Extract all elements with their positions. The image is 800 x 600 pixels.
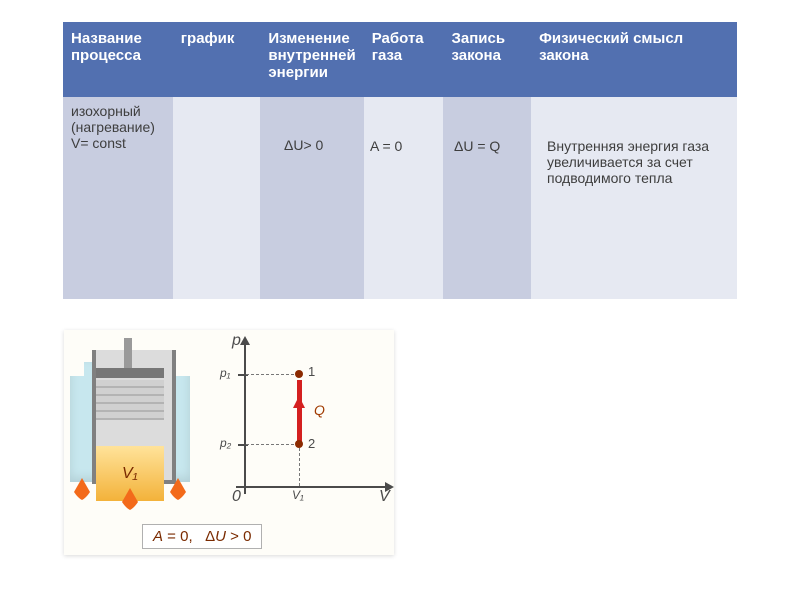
flame-icon [168, 478, 188, 500]
label-p2: p₂ [220, 436, 231, 450]
label-V: V [379, 488, 390, 506]
cell-law [443, 97, 531, 299]
col-work: Работа газа [364, 22, 444, 97]
formula-box: A = 0, ΔU > 0 [142, 524, 262, 549]
label-p1: p₁ [220, 366, 230, 380]
point-2 [295, 440, 303, 448]
overlay-a: A = 0 [370, 138, 402, 154]
arrow-up-icon [293, 396, 305, 408]
cell-graph-empty [173, 97, 261, 299]
col-name: Название процесса [63, 22, 173, 97]
overlay-du: ΔU> 0 [284, 137, 323, 153]
col-graph: график [173, 22, 261, 97]
col-du: Изменение внутренней энергии [260, 22, 363, 97]
col-law: Запись закона [443, 22, 531, 97]
piston-rings [96, 380, 164, 420]
table-row: изохорный (нагревание) V= const [63, 97, 737, 299]
pv-graph: p V 0 p₁ p₂ V₁ 1 2 Q [214, 336, 389, 511]
label-p: p [232, 332, 241, 350]
pt2-num: 2 [308, 436, 315, 451]
volume-label: V₁ [122, 465, 138, 483]
label-origin: 0 [232, 488, 241, 506]
overlay-meaning: Внутренняя энергия газа увеличивается за… [547, 138, 727, 186]
piston-device: V₁ [70, 350, 190, 505]
pt1-num: 1 [308, 364, 315, 379]
label-V1: V₁ [292, 488, 304, 502]
axis-p [244, 344, 246, 494]
cell-work [364, 97, 444, 299]
diagram-figure: V₁ p V 0 p₁ p₂ V₁ 1 [64, 330, 394, 555]
cell-process-name: изохорный (нагревание) V= const [63, 97, 173, 299]
col-meaning: Физический смысл закона [531, 22, 737, 97]
q-label: Q [314, 402, 325, 418]
flame-icon [72, 478, 92, 500]
process-line [297, 380, 302, 444]
table-header-row: Название процесса график Изменение внутр… [63, 22, 737, 97]
cell-du [260, 97, 363, 299]
flame-icon [120, 488, 140, 510]
overlay-law: ΔU = Q [454, 138, 500, 154]
piston-rod [124, 338, 132, 368]
cell-meaning [531, 97, 737, 299]
point-1 [295, 370, 303, 378]
axis-v [236, 486, 386, 488]
piston-head [96, 368, 164, 378]
